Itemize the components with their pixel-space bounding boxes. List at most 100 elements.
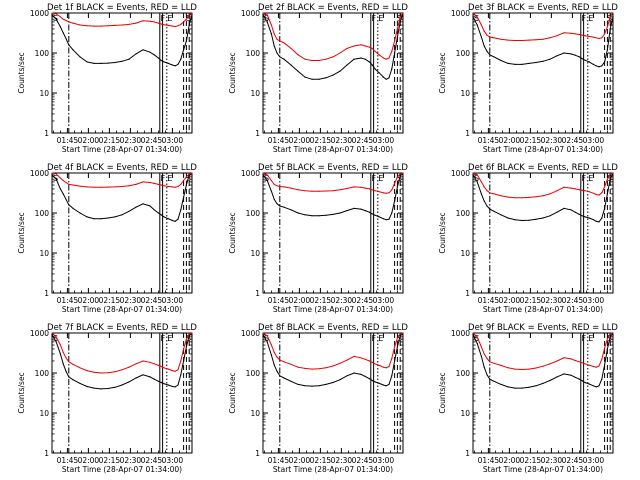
x-axis-label: Start Time (28-Apr-07 01:34:00) <box>273 145 393 154</box>
x-tick-label: 03:00 <box>162 296 184 305</box>
events-series-point <box>578 56 581 58</box>
y-tick-label: 1000 <box>451 9 470 18</box>
events-series-point <box>325 383 327 385</box>
plot-frame <box>262 332 404 454</box>
lld-series-point <box>595 37 597 39</box>
events-series-point <box>353 207 355 209</box>
events-series-point <box>598 385 600 387</box>
lld-series-point <box>368 360 370 362</box>
events-series-point <box>55 18 57 20</box>
lld-series-point <box>360 186 362 188</box>
x-tick-label: 01:45 <box>268 456 290 465</box>
events-series-point <box>368 61 370 63</box>
events-series-point <box>542 217 544 219</box>
x-axis-label: Start Time (28-Apr-07 01:34:00) <box>62 465 182 474</box>
lld-series-point <box>128 366 130 368</box>
y-tick-label: 10 <box>39 409 49 418</box>
lld-series-point <box>297 366 299 368</box>
events-series-point <box>339 212 341 214</box>
lld-series-point <box>578 361 581 363</box>
events-series-point <box>592 385 595 387</box>
lld-series-point <box>346 187 348 190</box>
y-tick-label: 1000 <box>30 9 49 18</box>
events-series-point <box>79 212 81 214</box>
events-series-point <box>157 212 159 214</box>
lld-series-point <box>556 360 558 362</box>
events-series-point <box>163 383 165 385</box>
y-axis-label: Counts/sec <box>228 212 237 253</box>
lld-series-point <box>601 192 603 194</box>
events-series-point <box>360 57 362 59</box>
events-series-point <box>276 52 278 54</box>
y-tick-label: 100 <box>246 49 261 58</box>
x-tick-label: 02:45 <box>352 456 374 465</box>
events-series-point <box>391 375 393 377</box>
events-series-point <box>157 57 159 59</box>
lld-series-point <box>72 363 74 365</box>
lld-series-point <box>183 21 185 23</box>
events-series-point <box>581 380 583 382</box>
lld-series-point <box>483 30 485 32</box>
lld-series-point <box>528 368 530 370</box>
lld-series-point <box>388 365 390 368</box>
events-series-point <box>273 364 275 366</box>
events-series-point <box>493 210 495 212</box>
lld-series-point <box>135 183 137 185</box>
events-series-point <box>273 45 275 47</box>
lld-series-point <box>273 183 275 185</box>
events-series-point <box>290 209 292 211</box>
lld-series-point <box>578 33 581 36</box>
lld-series-point <box>595 366 597 368</box>
events-series-point <box>174 65 176 67</box>
events-series-point <box>100 388 102 390</box>
x-tick-label: 02:30 <box>541 456 563 465</box>
events-series-point <box>279 375 281 377</box>
lld-series-point <box>55 336 57 338</box>
events-series-point <box>171 64 173 66</box>
lld-series-point <box>584 363 586 365</box>
lld-series-point <box>142 181 144 183</box>
events-series-point <box>578 213 581 215</box>
lld-series-point <box>167 185 169 188</box>
events-series-point <box>65 37 67 40</box>
lld-series-point <box>339 189 341 191</box>
x-tick-label: 02:00 <box>499 136 521 145</box>
lld-series-point <box>391 357 393 360</box>
lld-series-point <box>592 192 595 194</box>
lld-series-point <box>604 347 606 349</box>
events-series-point <box>514 387 516 389</box>
x-tick-label: 02:00 <box>289 456 311 465</box>
lld-series-point <box>480 24 482 26</box>
lld-series-point <box>177 185 179 188</box>
x-tick-label: 02:45 <box>562 456 584 465</box>
events-series-point <box>167 384 169 386</box>
x-axis-label: Start Time (28-Apr-07 01:34:00) <box>483 305 603 314</box>
lld-series-point <box>493 37 495 39</box>
events-series-point <box>563 52 565 54</box>
events-series-point <box>262 334 264 336</box>
lld-series-point <box>385 367 387 369</box>
lld-series-point <box>72 184 74 186</box>
lld-series-point <box>378 54 380 56</box>
lld-series-point <box>114 186 116 188</box>
lld-series-point <box>304 367 306 369</box>
lld-series-point <box>290 363 292 365</box>
events-series-point <box>378 216 380 218</box>
lld-series-point <box>480 346 482 348</box>
lld-series-point <box>598 365 600 367</box>
lld-series-point <box>556 35 558 37</box>
lld-series-point <box>353 186 355 188</box>
lld-series-point <box>394 182 396 184</box>
events-series-point <box>364 375 366 377</box>
events-series-point <box>325 214 327 216</box>
lld-series-point <box>65 181 67 184</box>
lld-series-point <box>385 58 387 60</box>
lld-series-point <box>612 172 614 174</box>
events-series-point <box>283 377 285 379</box>
chart-panel-9: Det 9f BLACK = Events, RED = LLD 1 10 100 10… <box>438 323 618 474</box>
x-tick-label: 02:15 <box>99 296 121 305</box>
events-series-point <box>167 62 169 64</box>
x-tick-label: 03:00 <box>373 296 395 305</box>
lld-series-point <box>570 187 572 189</box>
y-axis-label: Counts/sec <box>17 372 26 413</box>
